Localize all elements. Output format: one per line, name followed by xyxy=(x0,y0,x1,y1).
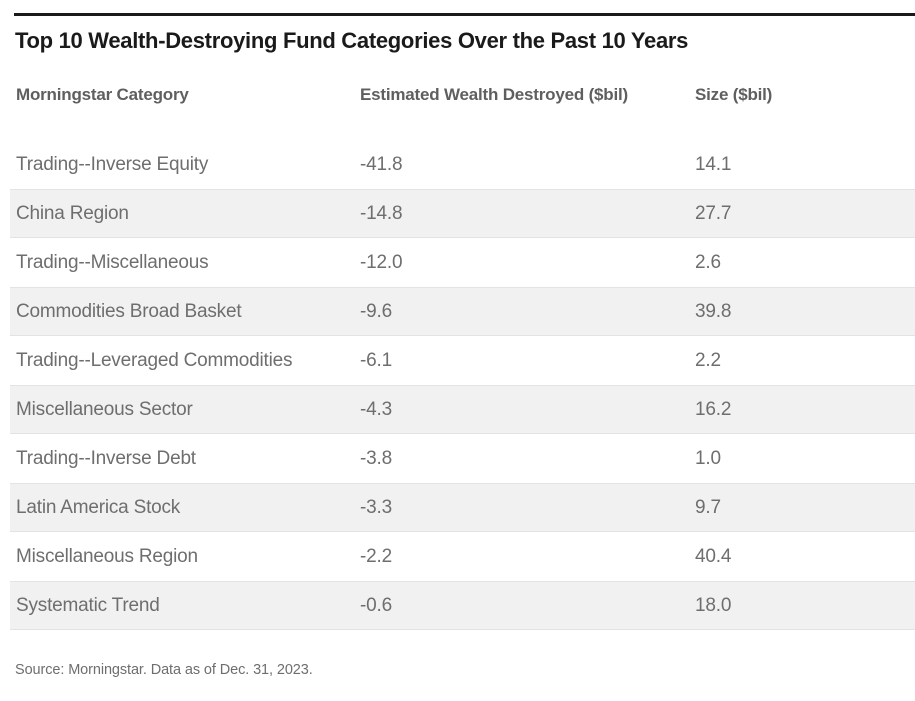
size-cell: 2.2 xyxy=(695,349,721,371)
wealth-destroyed-cell: -3.3 xyxy=(360,496,392,518)
column-header-wealth-destroyed: Estimated Wealth Destroyed ($bil) xyxy=(360,85,628,104)
category-cell: Trading--Inverse Debt xyxy=(16,447,196,469)
category-cell: Systematic Trend xyxy=(16,594,160,616)
table-body: Trading--Inverse Equity -41.8 14.1 China… xyxy=(10,140,915,630)
column-header-category: Morningstar Category xyxy=(16,85,189,104)
wealth-destroyed-cell: -4.3 xyxy=(360,398,392,420)
table-row: Trading--Miscellaneous -12.0 2.6 xyxy=(10,238,915,287)
category-cell: Commodities Broad Basket xyxy=(16,300,242,322)
wealth-destroyed-cell: -41.8 xyxy=(360,153,403,175)
fund-categories-table: Morningstar Category Estimated Wealth De… xyxy=(10,84,915,630)
source-note: Source: Morningstar. Data as of Dec. 31,… xyxy=(15,662,313,678)
table-row: Trading--Leveraged Commodities -6.1 2.2 xyxy=(10,336,915,385)
size-cell: 2.6 xyxy=(695,251,721,273)
wealth-destroyed-cell: -2.2 xyxy=(360,545,392,567)
size-cell: 1.0 xyxy=(695,447,721,469)
wealth-destroyed-cell: -14.8 xyxy=(360,202,403,224)
table-row: Trading--Inverse Debt -3.8 1.0 xyxy=(10,434,915,483)
category-cell: Latin America Stock xyxy=(16,496,181,518)
page-title: Top 10 Wealth-Destroying Fund Categories… xyxy=(15,28,689,53)
wealth-destroyed-cell: -6.1 xyxy=(360,349,392,371)
table-row: Miscellaneous Region -2.2 40.4 xyxy=(10,532,915,581)
size-cell: 27.7 xyxy=(695,202,732,224)
category-cell: China Region xyxy=(16,202,129,224)
size-cell: 18.0 xyxy=(695,594,732,616)
size-cell: 14.1 xyxy=(695,153,732,175)
table-row: Systematic Trend -0.6 18.0 xyxy=(10,581,915,630)
category-cell: Miscellaneous Sector xyxy=(16,398,193,420)
column-header-size: Size ($bil) xyxy=(695,85,773,104)
table-header-row: Morningstar Category Estimated Wealth De… xyxy=(10,84,915,106)
table-row: Latin America Stock -3.3 9.7 xyxy=(10,483,915,532)
category-cell: Trading--Leveraged Commodities xyxy=(16,349,293,371)
table-row: China Region -14.8 27.7 xyxy=(10,189,915,238)
title-top-rule xyxy=(14,13,915,16)
wealth-destroyed-cell: -12.0 xyxy=(360,251,403,273)
size-cell: 9.7 xyxy=(695,496,721,518)
size-cell: 39.8 xyxy=(695,300,732,322)
wealth-destroyed-cell: -0.6 xyxy=(360,594,392,616)
size-cell: 40.4 xyxy=(695,545,732,567)
size-cell: 16.2 xyxy=(695,398,732,420)
table-row: Miscellaneous Sector -4.3 16.2 xyxy=(10,385,915,434)
table-row: Commodities Broad Basket -9.6 39.8 xyxy=(10,287,915,336)
category-cell: Trading--Miscellaneous xyxy=(16,251,209,273)
wealth-destroyed-cell: -9.6 xyxy=(360,300,392,322)
table-row: Trading--Inverse Equity -41.8 14.1 xyxy=(10,140,915,189)
category-cell: Miscellaneous Region xyxy=(16,545,198,567)
wealth-destroyed-cell: -3.8 xyxy=(360,447,392,469)
category-cell: Trading--Inverse Equity xyxy=(16,153,209,175)
